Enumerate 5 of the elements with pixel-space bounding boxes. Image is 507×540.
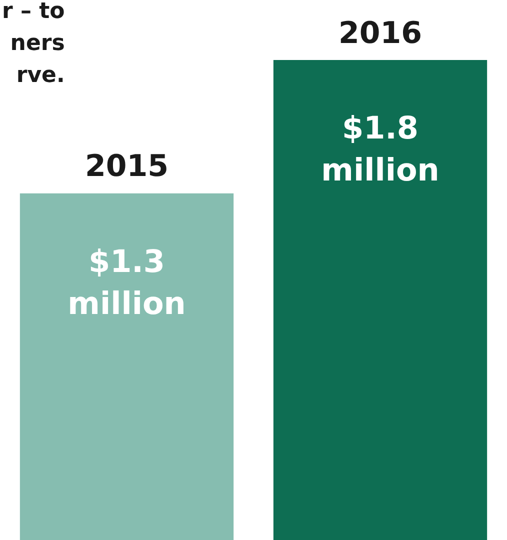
x-tick-label: 2016	[338, 16, 422, 51]
data-label: $1.8 million	[321, 110, 440, 189]
annotation: r – to ners rve.	[2, 0, 65, 90]
data-label: $1.3 million	[68, 244, 186, 322]
x-tick-label: 2015	[85, 149, 168, 184]
